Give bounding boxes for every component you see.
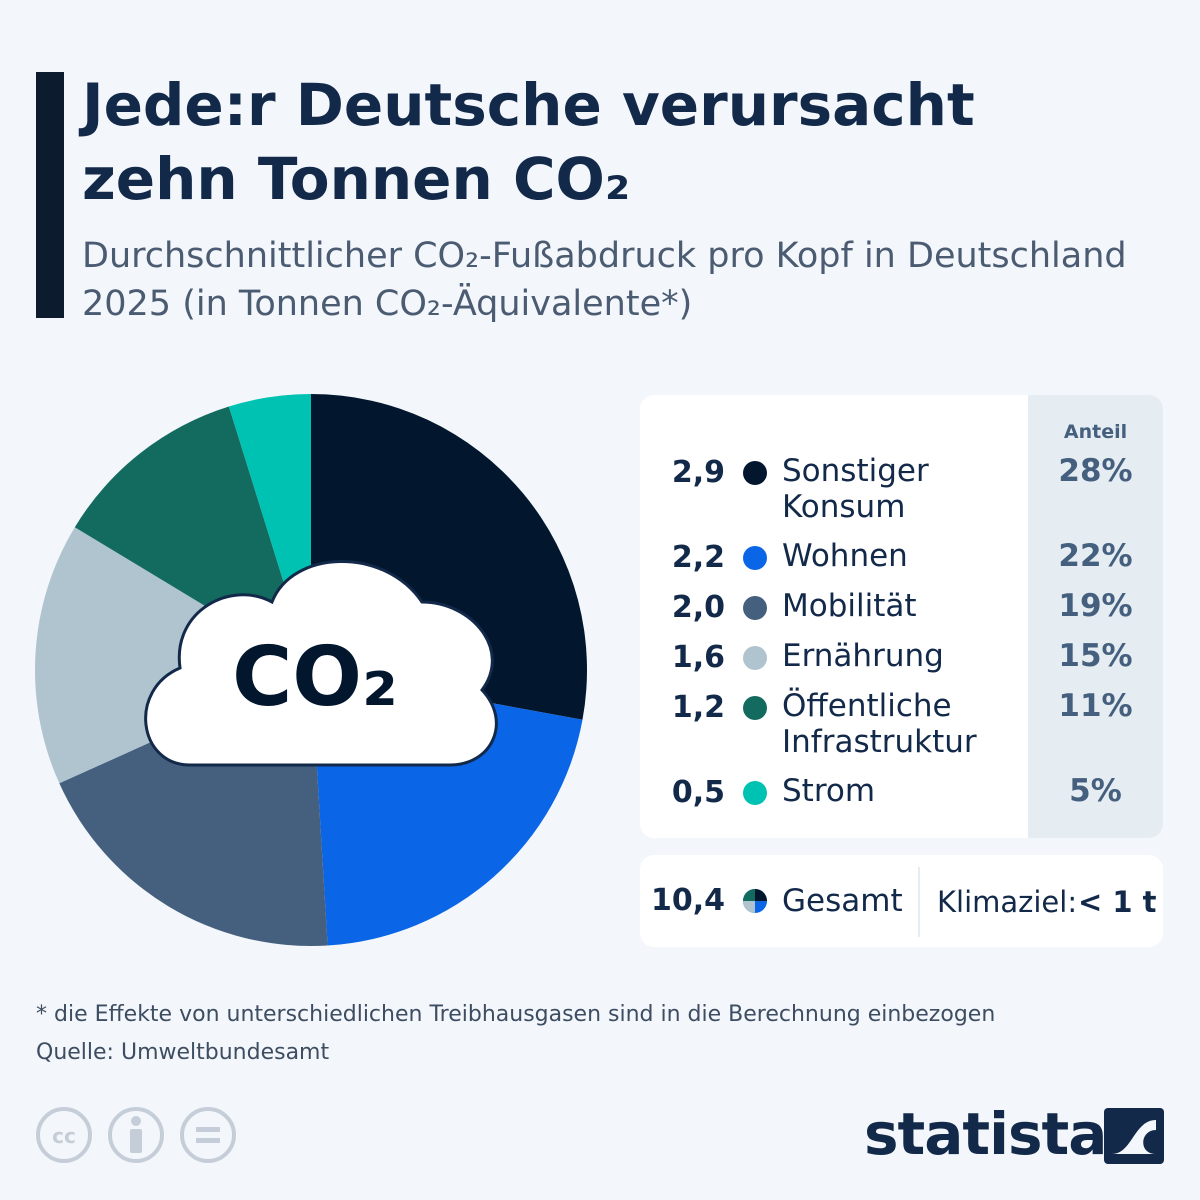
legend-marker <box>743 781 767 805</box>
note: * die Effekte von unterschiedlichen Trei… <box>36 1002 996 1027</box>
pie-slice <box>35 527 312 784</box>
legend-marker <box>743 696 767 720</box>
total-value: 10,4 <box>650 883 725 918</box>
value-label: 1,6 <box>671 640 725 675</box>
chart-title: Jede:r Deutsche verursacht zehn Tonnen C… <box>82 71 975 213</box>
value-label: 2,0 <box>671 590 725 625</box>
legend-marker <box>743 461 767 485</box>
share-header: Anteil <box>1063 421 1128 443</box>
share-label: 19% <box>1058 588 1133 624</box>
legend-label: Öffentliche Infrastruktur <box>782 688 977 760</box>
value-label: 0,5 <box>671 775 725 810</box>
share-label: 22% <box>1058 538 1133 574</box>
chart-subtitle: Durchschnittlicher CO₂-Fußabdruck pro Ko… <box>82 236 1127 324</box>
pie-chart: CO₂ <box>35 394 587 946</box>
goal-name: Klimaziel: <box>937 885 1078 919</box>
legend-label: Sonstiger Konsum <box>782 453 929 525</box>
brand-icon <box>1104 1108 1164 1164</box>
share-label: 11% <box>1058 688 1133 724</box>
share-label: 15% <box>1058 638 1133 674</box>
title-bar <box>36 72 64 318</box>
total-icon <box>743 889 767 913</box>
value-label: 1,2 <box>671 690 725 725</box>
total-name: Gesamt <box>782 883 903 919</box>
brand-logo: statista <box>864 1100 1107 1168</box>
total-panel: 10,4 Gesamt Klimaziel: < 1 t <box>640 855 1163 947</box>
legend-marker <box>743 646 767 670</box>
source: Quelle: Umweltbundesamt <box>36 1040 330 1065</box>
share-label: 5% <box>1069 773 1122 809</box>
legend-panel: Anteil 2,9 Sonstiger Konsum 28% 2,2 Wohnen 22… <box>640 395 1163 838</box>
legend-label: Mobilität <box>782 588 917 624</box>
share-label: 28% <box>1058 453 1133 489</box>
legend-marker <box>743 596 767 620</box>
svg-text:cc: cc <box>52 1124 76 1148</box>
legend-marker <box>743 546 767 570</box>
license-icons: cc <box>36 1107 236 1163</box>
value-label: 2,2 <box>671 540 725 575</box>
goal-value: < 1 t <box>1078 885 1157 919</box>
legend-label: Wohnen <box>782 538 908 574</box>
legend-label: Ernährung <box>782 638 944 674</box>
center-label: CO₂ <box>232 630 398 725</box>
legend-label: Strom <box>782 773 876 809</box>
divider <box>918 867 920 937</box>
cloud <box>144 560 498 767</box>
value-label: 2,9 <box>671 455 725 490</box>
share-column: Anteil <box>1028 395 1163 838</box>
